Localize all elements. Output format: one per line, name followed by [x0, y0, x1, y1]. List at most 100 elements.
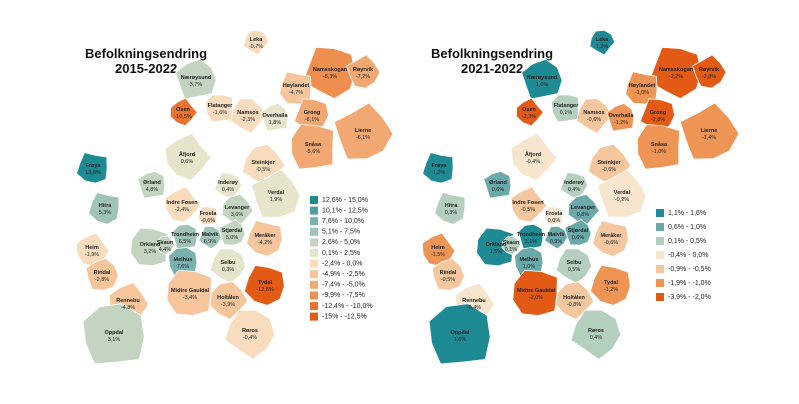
municipality	[637, 123, 681, 170]
municipality-value: 0,4%	[568, 187, 581, 193]
legend-swatch	[656, 251, 664, 259]
municipality-name: Skaun	[157, 240, 174, 246]
municipality	[197, 225, 222, 250]
municipality-value: 1,8%	[269, 120, 282, 126]
municipality	[543, 206, 564, 226]
municipality	[230, 97, 268, 135]
municipality	[597, 168, 647, 218]
municipality-value: 5,0%	[226, 235, 239, 241]
municipality	[483, 171, 512, 199]
municipality-value: 3,7%	[190, 82, 203, 88]
municipality-name: Verdal	[268, 190, 285, 196]
municipality-value: 0,1%	[505, 247, 518, 253]
map-period: 2015-2022	[115, 61, 177, 76]
municipality	[218, 219, 246, 246]
legend: 12,6% - 15,0% 10,1% - 12,5% 7,6% - 10,0% 5,…	[310, 196, 373, 321]
legend: 1,1% - 1,6% 0,6% - 1,0% 0,1% - 0,5% -0,4% -…	[656, 209, 711, 301]
municipality-name: Snåsa	[305, 141, 322, 148]
legend-swatch	[310, 217, 318, 226]
municipality-name: Namsos	[583, 110, 604, 116]
municipality	[85, 257, 119, 291]
municipality-name: Flatanger	[554, 103, 580, 109]
municipality-name: Rennebu	[116, 298, 140, 304]
municipality	[164, 186, 202, 223]
legend-label: 5,1% - 7,5%	[322, 229, 360, 236]
municipality-value: -0,4%	[467, 305, 481, 311]
municipality-name: Grong	[304, 110, 321, 116]
municipality-name: Frøya	[86, 163, 102, 169]
municipality-value: 6,9%	[204, 239, 217, 245]
municipality	[521, 58, 563, 100]
municipality-name: Rindal	[94, 270, 111, 276]
municipality-name: Nærøysund	[527, 75, 558, 81]
municipality-value: -12,8%	[256, 287, 274, 293]
municipality	[564, 219, 592, 246]
municipality-value: 3,6%	[231, 212, 244, 218]
municipality	[302, 46, 356, 100]
municipality-name: Overhalla	[262, 113, 288, 119]
municipality	[171, 223, 198, 250]
municipality-value: 0,8%	[577, 212, 590, 218]
legend-swatch	[310, 238, 318, 247]
municipality	[197, 206, 218, 226]
legend-swatch	[310, 312, 318, 321]
municipality	[260, 102, 289, 132]
legend-label: 10,1% - 12,5%	[322, 207, 368, 214]
municipality	[164, 132, 212, 181]
municipality-name: Ørland	[143, 180, 161, 186]
municipality-name: Flatanger	[208, 103, 234, 109]
municipality-name: Steinkjer	[597, 160, 621, 166]
municipality-name: Namsos	[237, 110, 258, 116]
municipality-value: -1,0%	[652, 149, 666, 155]
municipality-value: -1,9%	[85, 252, 99, 258]
municipality-value: -1,0%	[635, 90, 649, 96]
legend-label: -0,4% - 0,0%	[668, 252, 708, 259]
municipality-name: Tydal	[258, 280, 272, 286]
municipality	[76, 152, 108, 184]
legend-swatch	[310, 259, 318, 268]
municipality-name: Snåsa	[651, 141, 668, 148]
municipality-name: Indre Fosen	[166, 200, 198, 206]
municipality-name: Frøya	[432, 163, 448, 169]
municipality	[570, 309, 622, 360]
municipality-value: 1,6%	[536, 82, 549, 88]
municipality-value: -5,6%	[306, 149, 320, 155]
municipality-value: 0,4%	[222, 187, 235, 193]
municipality-name: Skaun	[503, 240, 520, 246]
municipality-name: Nærøysund	[181, 75, 212, 81]
municipality-name: Oppdal	[451, 330, 470, 336]
municipality	[501, 235, 522, 256]
municipality-shapes	[75, 29, 394, 365]
municipality	[679, 102, 740, 160]
legend-label: 2,6% - 5,0%	[322, 239, 360, 246]
municipality-name: Trondheim	[517, 232, 545, 238]
municipality-name: Ørland	[489, 180, 507, 186]
municipality-name: Heim	[85, 245, 99, 251]
legend-label: -9,9% - -7,5%	[322, 292, 365, 299]
municipality-value: 0,6%	[181, 159, 194, 165]
municipality-value: -4,8%	[121, 305, 135, 311]
municipality-value: 0,4%	[590, 335, 603, 341]
municipality-value: 5,3%	[99, 210, 112, 216]
municipality-value: 0,3%	[222, 267, 235, 273]
legend-label: 1,1% - 1,6%	[668, 210, 706, 217]
legend-swatch	[310, 302, 318, 310]
municipality-value: 1,1%	[525, 239, 538, 245]
municipality-value: 1,0%	[523, 264, 536, 270]
legend-swatch	[656, 209, 664, 217]
municipality-name: Levanger	[225, 205, 250, 211]
municipality-value: 0,1%	[560, 110, 573, 116]
municipality	[244, 264, 285, 306]
municipality-name: Heim	[431, 245, 445, 251]
municipality-value: 4,4%	[159, 247, 172, 253]
municipality-name: Holtålen	[217, 294, 239, 301]
municipality	[515, 97, 544, 127]
municipality-value: 1,2%	[596, 44, 609, 50]
municipality-value: -6,1%	[305, 117, 319, 123]
municipality-value: -1,2%	[604, 287, 618, 293]
map-title: Befolkningsendring	[431, 46, 553, 61]
legend-swatch	[656, 223, 664, 231]
municipality	[213, 172, 243, 200]
